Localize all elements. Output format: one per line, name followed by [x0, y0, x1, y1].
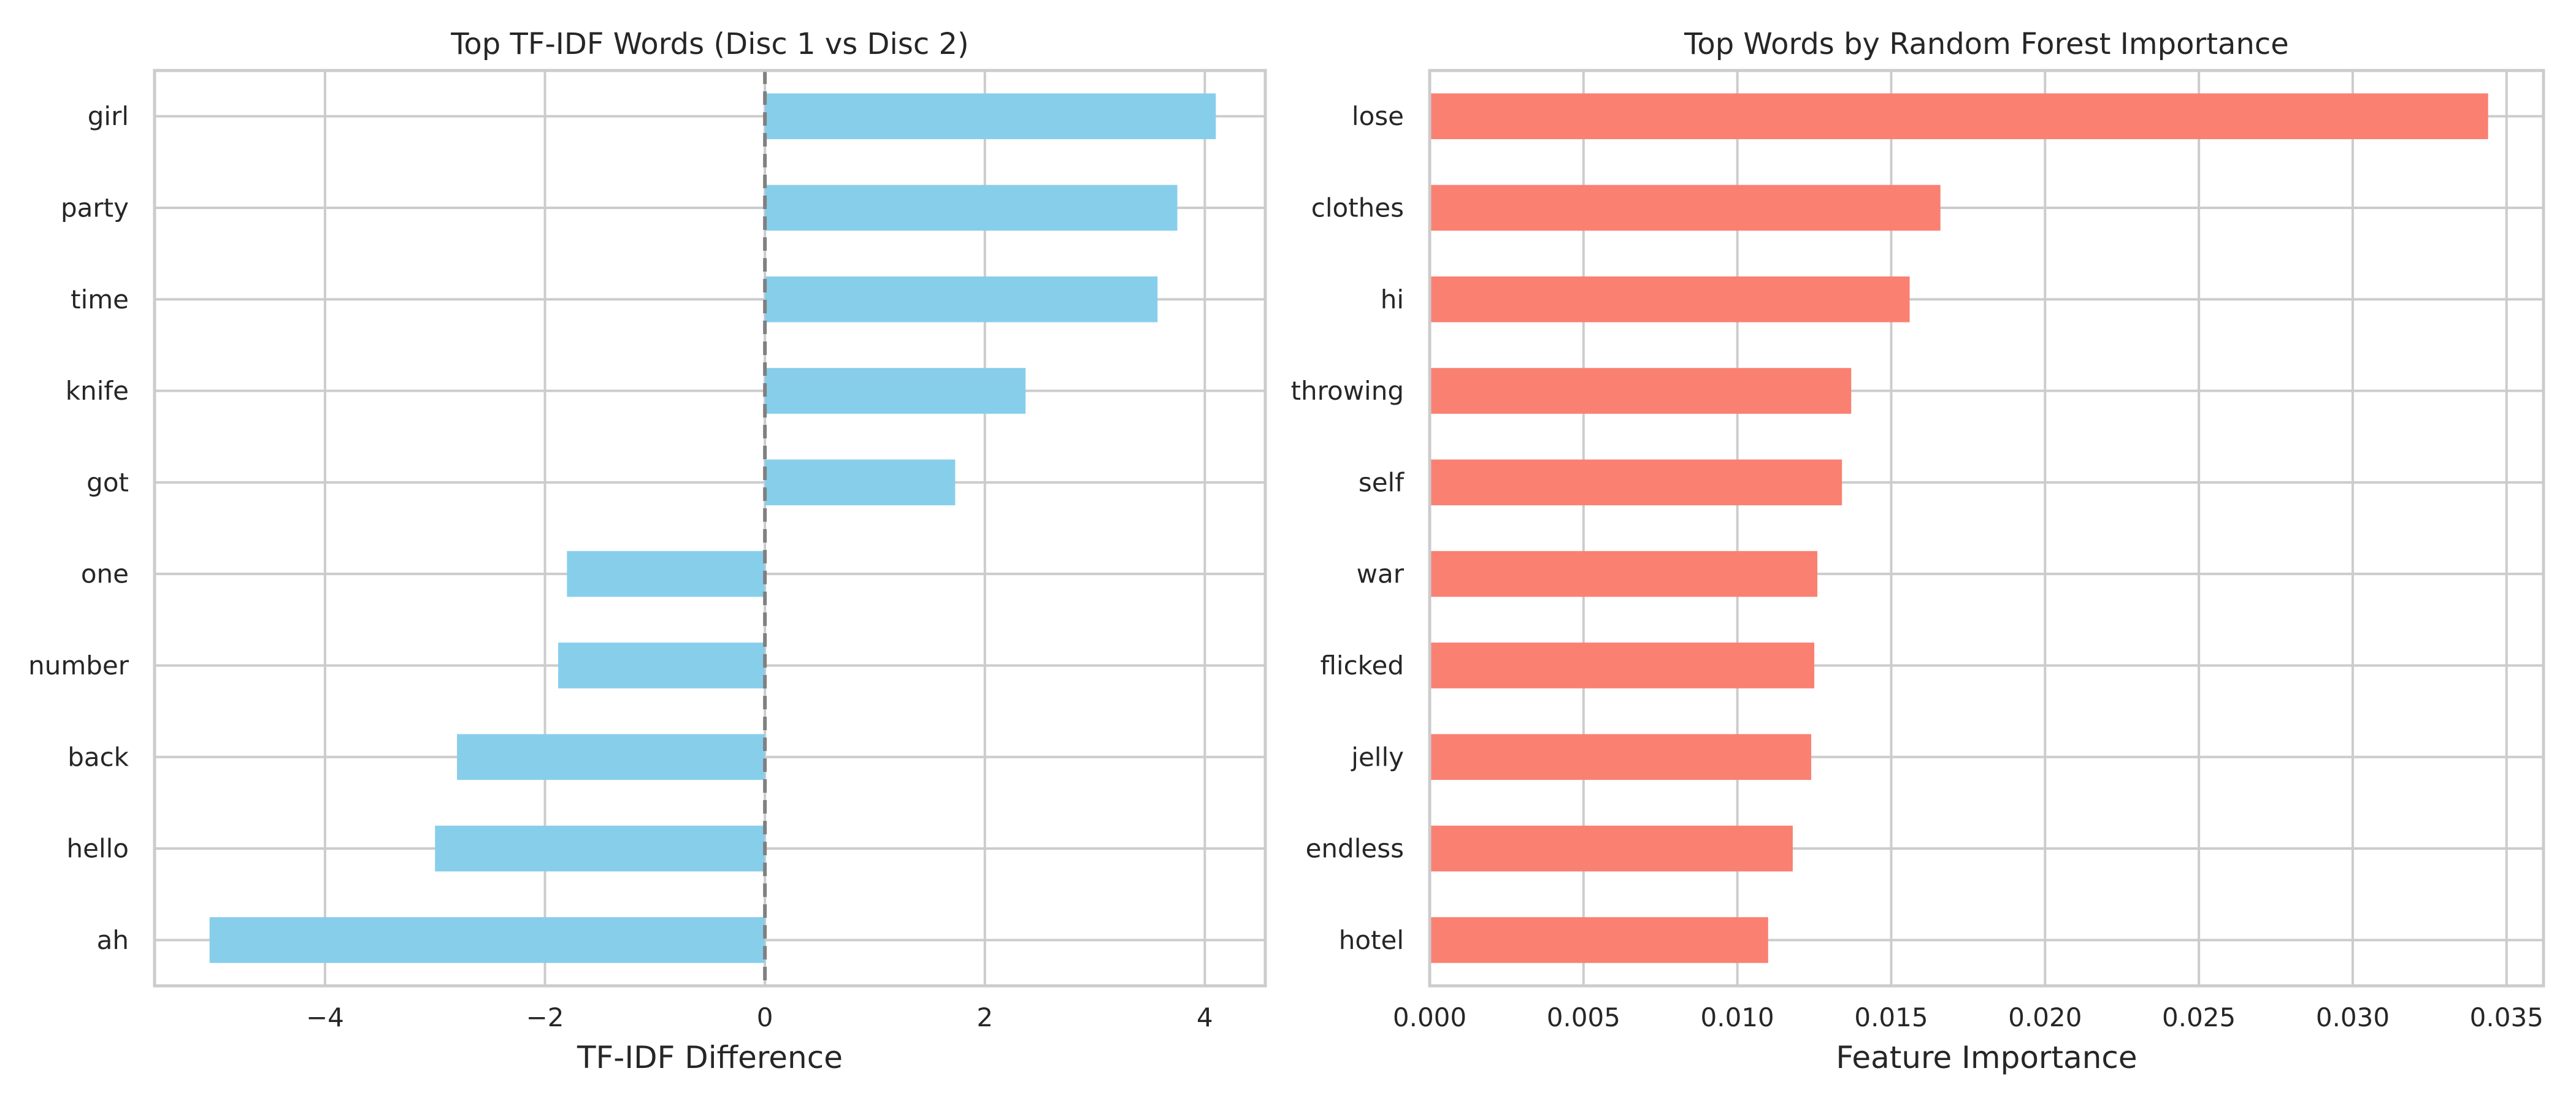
bar-flicked [1430, 643, 1815, 688]
y-tick-label: throwing [1291, 376, 1404, 406]
bar-hello [435, 825, 765, 872]
y-tick-label: hello [67, 834, 129, 864]
x-tick-label: 0.005 [1547, 1002, 1620, 1032]
bar-jelly [1430, 734, 1812, 780]
y-tick-label: flicked [1320, 650, 1404, 681]
bar-lose [1430, 93, 2488, 139]
y-tick-label: one [81, 559, 129, 589]
y-tick-label: knife [66, 376, 129, 406]
x-tick-label: 0.025 [2162, 1002, 2236, 1032]
x-tick-label: 2 [976, 1002, 993, 1032]
bar-clothes [1430, 185, 1941, 231]
x-tick-label: −4 [306, 1002, 344, 1032]
x-tick-label: 0.020 [2008, 1002, 2082, 1032]
chart-title: Top TF-IDF Words (Disc 1 vs Disc 2) [450, 27, 969, 61]
y-tick-label: endless [1306, 834, 1404, 864]
y-tick-label: war [1357, 559, 1405, 589]
x-tick-label: 0.015 [1854, 1002, 1928, 1032]
bar-knife [765, 368, 1026, 414]
bar-self [1430, 459, 1842, 506]
y-tick-label: clothes [1311, 193, 1404, 223]
bar-one [567, 551, 765, 597]
bar-number [558, 643, 765, 688]
y-tick-label: back [67, 742, 129, 772]
x-tick-label: 0.000 [1393, 1002, 1466, 1032]
bar-party [765, 185, 1178, 231]
x-axis-label: Feature Importance [1836, 1040, 2137, 1075]
x-tick-label: −2 [526, 1002, 564, 1032]
bar-throwing [1430, 368, 1852, 414]
x-tick-label: 0.030 [2316, 1002, 2390, 1032]
bar-war [1430, 551, 1818, 597]
axes-frame [153, 69, 1267, 988]
x-tick-label: 4 [1197, 1002, 1213, 1032]
y-tick-label: hotel [1339, 925, 1404, 955]
y-tick-label: number [28, 650, 129, 681]
y-tick-label: lose [1352, 101, 1404, 131]
bar-ah [209, 917, 765, 963]
bar-hi [1430, 276, 1910, 322]
chart-title: Top Words by Random Forest Importance [1684, 27, 2289, 61]
x-tick-label: 0 [757, 1002, 773, 1032]
y-tick-label: party [61, 193, 129, 223]
bar-got [765, 459, 956, 506]
x-axis-label: TF-IDF Difference [577, 1040, 843, 1075]
y-tick-label: self [1359, 467, 1405, 497]
bar-time [765, 276, 1158, 322]
bar-girl [765, 93, 1216, 139]
chart-panel-2: lose clothes hi throwing self war flicked jelly… [1291, 27, 2545, 1075]
x-tick-label: 0.035 [2470, 1002, 2543, 1032]
y-tick-label: hi [1381, 284, 1404, 315]
x-tick-label: 0.010 [1701, 1002, 1774, 1032]
y-tick-label: girl [88, 101, 129, 131]
y-tick-label: jelly [1351, 742, 1404, 772]
bar-back [457, 734, 765, 780]
chart-panel-1: girl party time knife got one number back hello a… [28, 27, 1267, 1075]
y-tick-label: ah [97, 925, 129, 955]
y-tick-label: got [86, 467, 129, 497]
bar-endless [1430, 825, 1793, 872]
axes-frame [1428, 69, 2545, 988]
y-tick-label: time [71, 284, 129, 315]
bar-hotel [1430, 917, 1768, 963]
